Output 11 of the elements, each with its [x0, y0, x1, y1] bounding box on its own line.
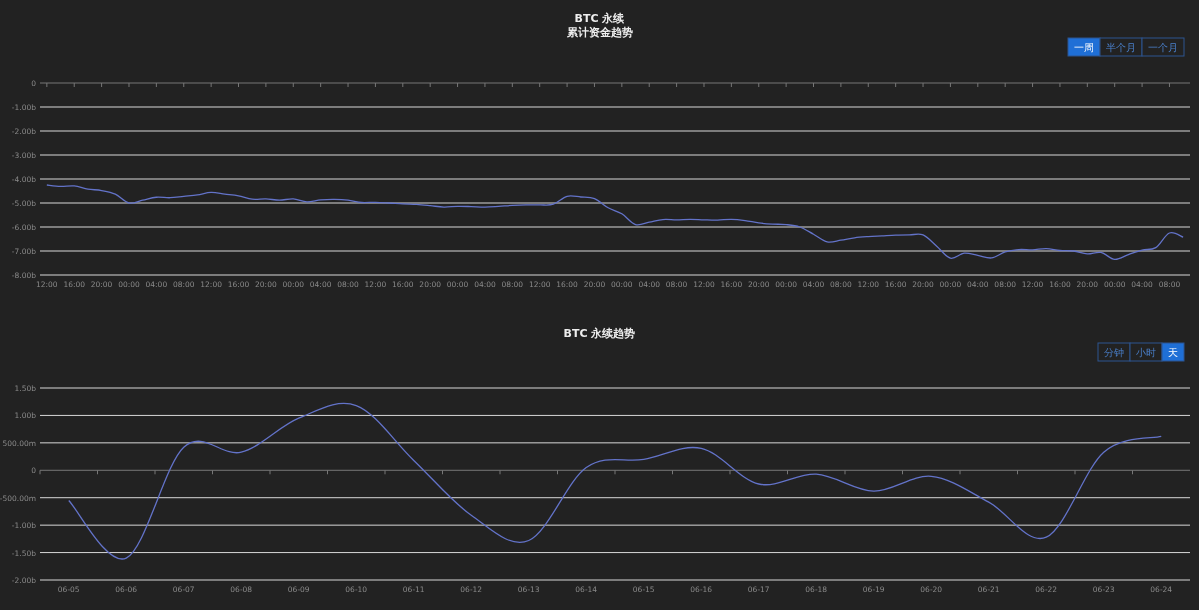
text: 分钟: [1104, 347, 1124, 358]
line-series: [68, 403, 1162, 559]
chart-title: BTC 永续: [574, 12, 626, 25]
text: 一周: [1074, 42, 1094, 53]
text: 半个月: [1106, 42, 1136, 53]
line-series: [46, 184, 1184, 261]
text: 一个月: [1148, 42, 1178, 53]
chart-title: BTC 永续趋势: [563, 327, 636, 340]
chart-subtitle: 累计资金趋势: [565, 26, 633, 39]
text: 天: [1168, 347, 1178, 358]
text: 小时: [1136, 347, 1156, 358]
